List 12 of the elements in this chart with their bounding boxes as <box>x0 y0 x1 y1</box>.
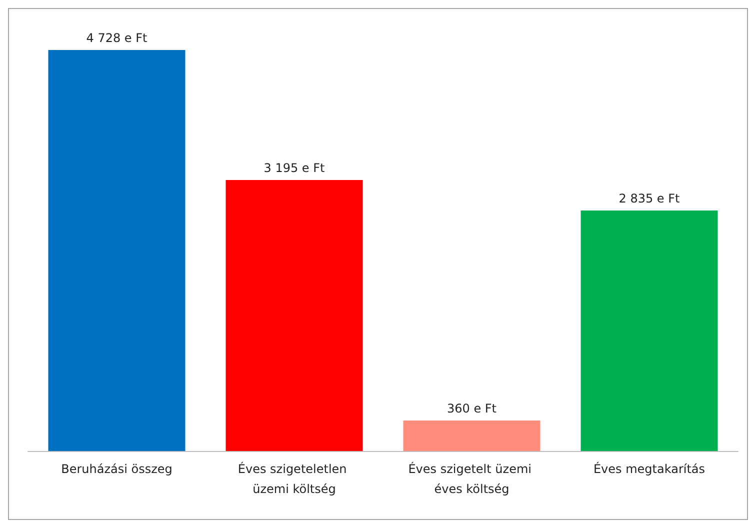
data-label: 4 728 e Ft <box>86 31 148 45</box>
x-tick-label: Éves szigetelt üzemi éves költség <box>408 461 536 496</box>
x-tick-label: Beruházási összeg <box>61 462 172 476</box>
data-label: 360 e Ft <box>446 401 497 416</box>
bar <box>403 420 540 451</box>
x-tick-label: Éves szigeteletlen üzemi költség <box>238 461 351 496</box>
bar <box>48 50 186 451</box>
data-label: 3 195 e Ft <box>264 161 326 176</box>
bar <box>226 180 363 451</box>
data-label: 2 835 e Ft <box>618 192 680 206</box>
bar <box>580 210 718 451</box>
x-tick-label: Éves megtakarítás <box>593 461 706 476</box>
